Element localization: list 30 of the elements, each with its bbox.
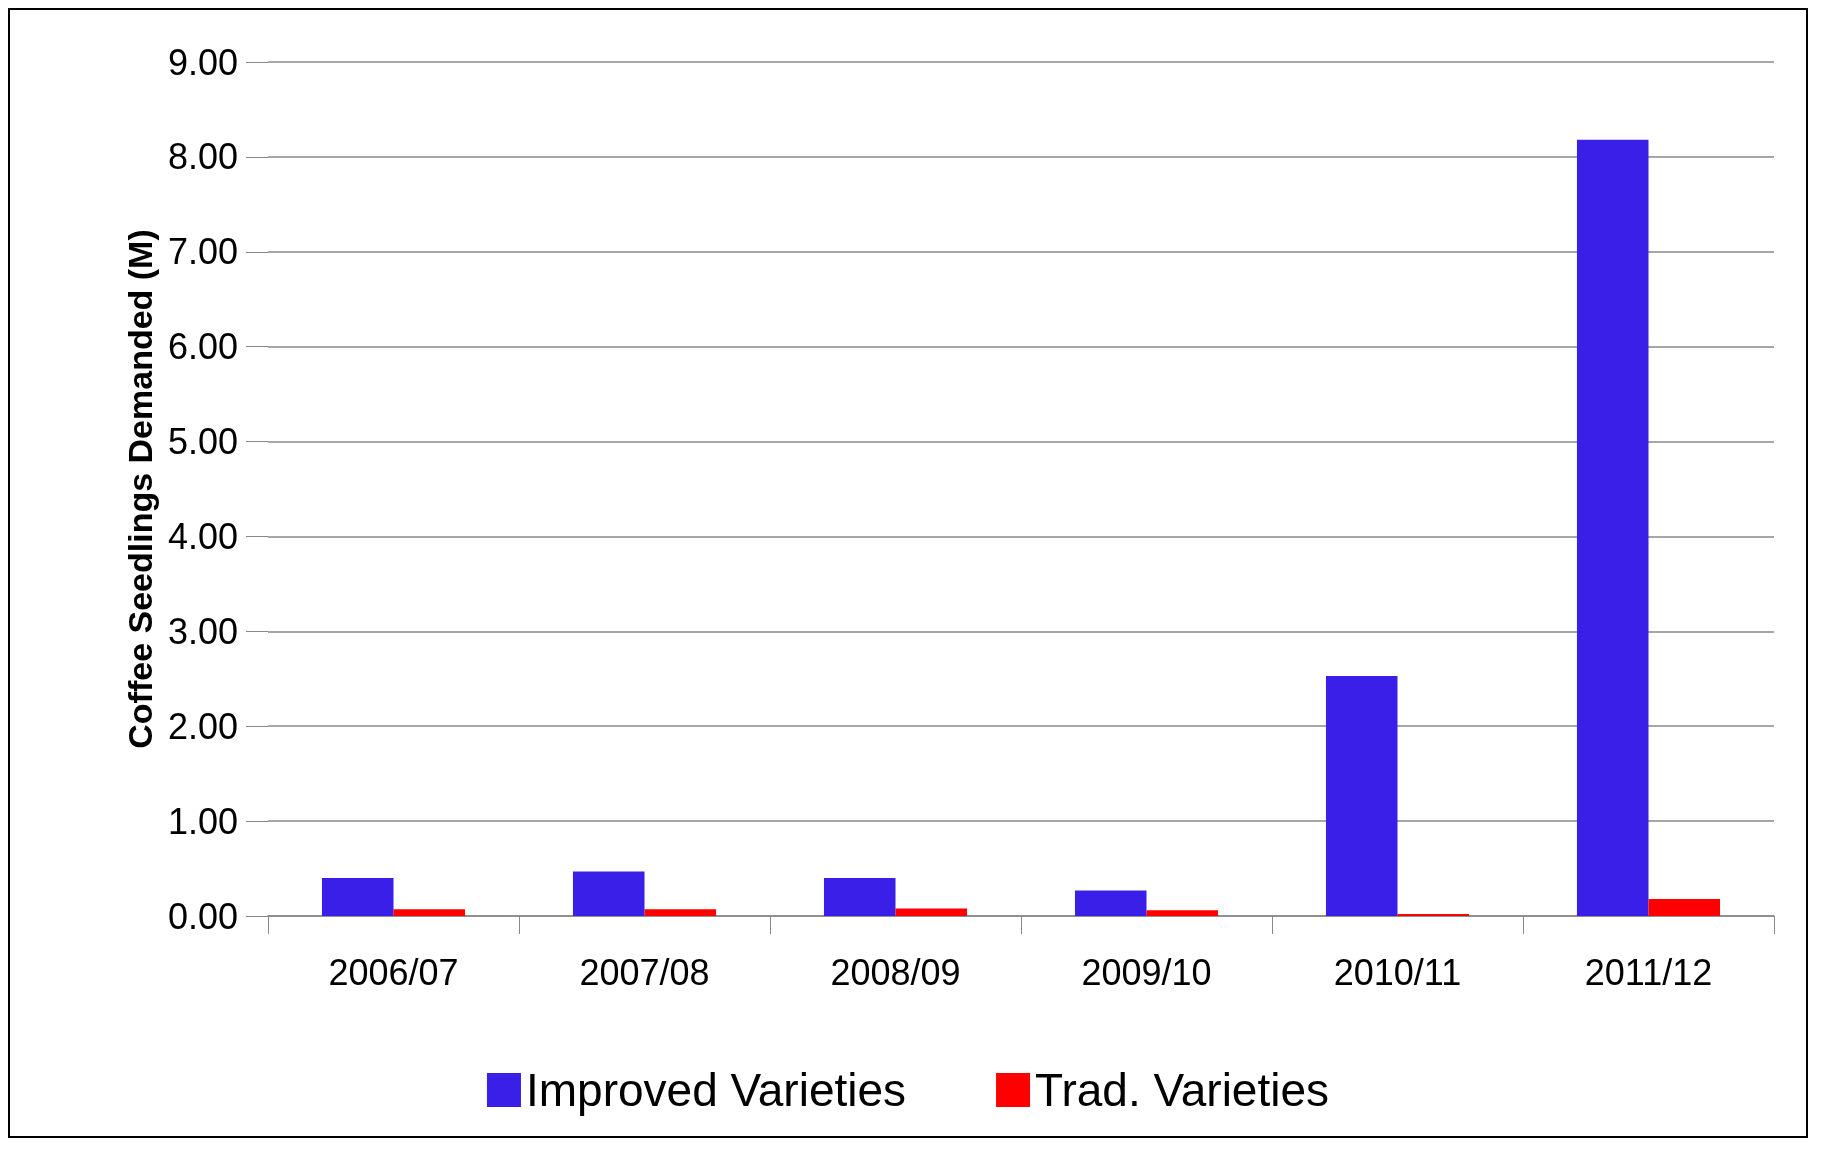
y-tick-label: 0.00 [167,895,238,937]
bar [1576,139,1649,916]
bar [393,909,466,916]
y-tick-label: 6.00 [167,326,238,368]
y-tick-label: 2.00 [167,705,238,747]
bar [1146,910,1219,916]
x-tick-label: 2011/12 [1584,951,1713,993]
x-tick-label: 2007/08 [579,951,710,993]
legend-label: Trad. Varieties [1035,1064,1330,1116]
bar [1325,675,1398,916]
y-tick-label: 8.00 [167,136,238,178]
y-tick-label: 9.00 [167,41,238,83]
x-tick-label: 2010/11 [1333,951,1462,993]
legend-label: Improved Varieties [525,1064,907,1116]
bar [321,878,394,916]
bar [644,909,717,916]
bar [1074,890,1147,916]
bar [1648,898,1721,916]
x-tick-label: 2006/07 [328,951,459,993]
bar [895,908,968,916]
y-axis-title: Coffee Seedlings Demanded (M) [121,229,160,749]
y-tick-label: 4.00 [167,515,238,557]
y-tick-label: 1.00 [167,800,238,842]
y-tick-label: 7.00 [167,231,238,273]
x-tick-label: 2008/09 [830,951,961,993]
y-tick-label: 3.00 [167,610,238,652]
x-tick-label: 2009/10 [1081,951,1212,993]
y-tick-label: 5.00 [167,421,238,463]
bar [572,871,645,916]
bar [823,878,896,916]
